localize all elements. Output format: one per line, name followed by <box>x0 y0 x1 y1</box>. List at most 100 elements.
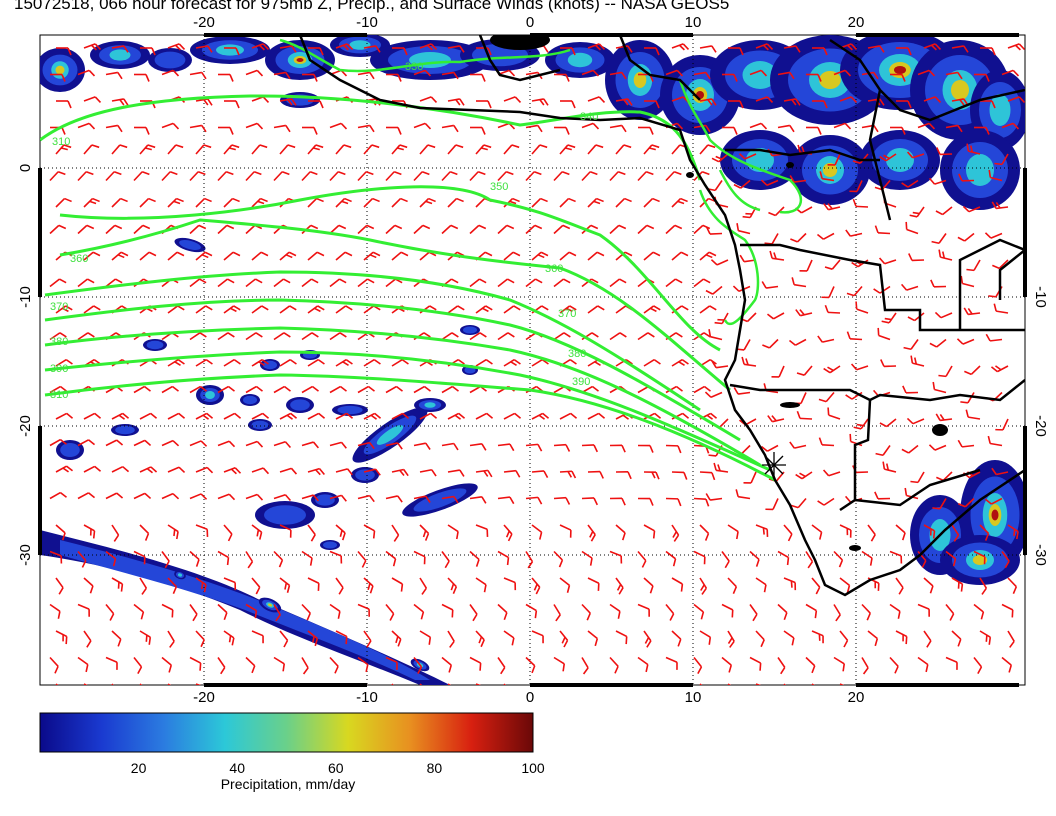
wind-barb <box>896 47 912 56</box>
wind-barb <box>273 278 291 288</box>
contour-labels: 310 330 340 350 360 360 370 370 380 380 390 390 310 <box>50 61 598 401</box>
wind-barb <box>217 603 228 621</box>
wind-barb <box>749 69 768 77</box>
wind-barb <box>643 524 656 539</box>
wind-barb <box>560 100 576 109</box>
wind-barb <box>497 550 510 566</box>
wind-barb <box>951 45 969 53</box>
wind-barb <box>279 251 297 261</box>
wind-barb <box>910 355 925 367</box>
wind-barb <box>83 251 101 261</box>
wind-barb <box>363 524 376 539</box>
wind-barb <box>77 492 96 500</box>
wind-barb <box>391 412 410 420</box>
wind-barb <box>671 358 689 367</box>
wind-barb <box>637 497 654 506</box>
wind-barb <box>50 73 66 82</box>
wind-barb <box>497 603 508 621</box>
wind-barb <box>301 550 313 566</box>
wind-barb <box>83 43 102 51</box>
precip-cell <box>196 385 224 405</box>
wind-barb <box>497 332 515 341</box>
wind-barb <box>984 232 1003 239</box>
wind-barb <box>966 143 981 155</box>
wind-barb <box>189 550 200 567</box>
wind-barb <box>385 385 403 394</box>
wind-barb <box>55 577 64 595</box>
contour-label: 340 <box>580 111 598 123</box>
wind-barb <box>671 305 689 314</box>
wind-barb <box>713 462 729 473</box>
wind-barb <box>245 493 264 501</box>
wind-barb <box>693 71 711 80</box>
wind-barb <box>329 122 348 130</box>
wind-barb <box>251 577 261 595</box>
wind-barb <box>385 603 395 621</box>
wind-barb <box>637 603 650 617</box>
wind-barb <box>49 491 67 500</box>
wind-barb <box>469 550 480 567</box>
precip-cell <box>265 40 335 80</box>
wind-barb <box>251 358 269 367</box>
wind-barb <box>699 577 708 595</box>
wind-barb <box>419 630 432 645</box>
wind-barb <box>49 438 67 447</box>
precip-cell <box>90 41 150 69</box>
wind-barb <box>992 259 1009 270</box>
wind-barb <box>817 335 835 343</box>
wind-barb <box>441 71 459 80</box>
wind-barb <box>917 603 930 617</box>
wind-barb <box>503 683 513 685</box>
wind-barb <box>469 332 487 341</box>
wind-barb <box>475 630 485 648</box>
wind-barb <box>822 469 841 477</box>
wind-barb <box>693 385 711 394</box>
wind-barb <box>217 493 236 501</box>
wind-barb <box>189 493 208 500</box>
wind-barb <box>671 524 680 542</box>
wind-barb <box>665 69 684 77</box>
wind-barb <box>693 124 711 133</box>
wind-barb <box>554 126 570 135</box>
wind-barb <box>251 43 270 51</box>
wind-barb <box>195 524 209 537</box>
wind-barb <box>553 278 571 288</box>
precipitation-field <box>40 35 1025 685</box>
wind-barb <box>917 69 936 77</box>
wind-barb <box>83 577 94 594</box>
wind-barb <box>979 577 988 595</box>
wind-barb <box>335 144 352 155</box>
wind-barb <box>167 524 179 540</box>
wind-barb <box>805 551 814 569</box>
wind-barb <box>839 96 858 103</box>
wind-barb <box>665 224 683 235</box>
wind-barb <box>133 550 146 565</box>
wind-barb <box>615 144 632 155</box>
wind-barb <box>525 656 536 674</box>
wind-barb <box>615 630 628 645</box>
wind-barb <box>581 171 598 182</box>
wind-barb <box>441 656 453 673</box>
wind-barb <box>777 550 790 566</box>
storm-marker <box>762 452 786 478</box>
wind-barb <box>805 603 818 619</box>
wind-barb <box>643 144 660 155</box>
wind-barb <box>161 69 180 77</box>
wind-barb <box>217 385 235 394</box>
wind-barb <box>587 412 606 420</box>
wind-barb <box>447 144 464 155</box>
wind-barb <box>957 232 975 242</box>
lon-tick-top: -10 <box>356 14 378 31</box>
wind-barb <box>49 332 67 341</box>
wind-barb <box>195 251 213 261</box>
wind-barb <box>329 494 347 502</box>
wind-barb <box>217 550 230 566</box>
wind-barb <box>811 683 823 685</box>
wind-barb <box>335 468 353 476</box>
wind-barb <box>917 656 929 673</box>
precip-cell <box>258 597 282 613</box>
wind-barb <box>217 332 235 341</box>
wind-barb <box>880 359 897 368</box>
contour-label: 390 <box>50 363 68 375</box>
wind-barb <box>447 524 459 540</box>
